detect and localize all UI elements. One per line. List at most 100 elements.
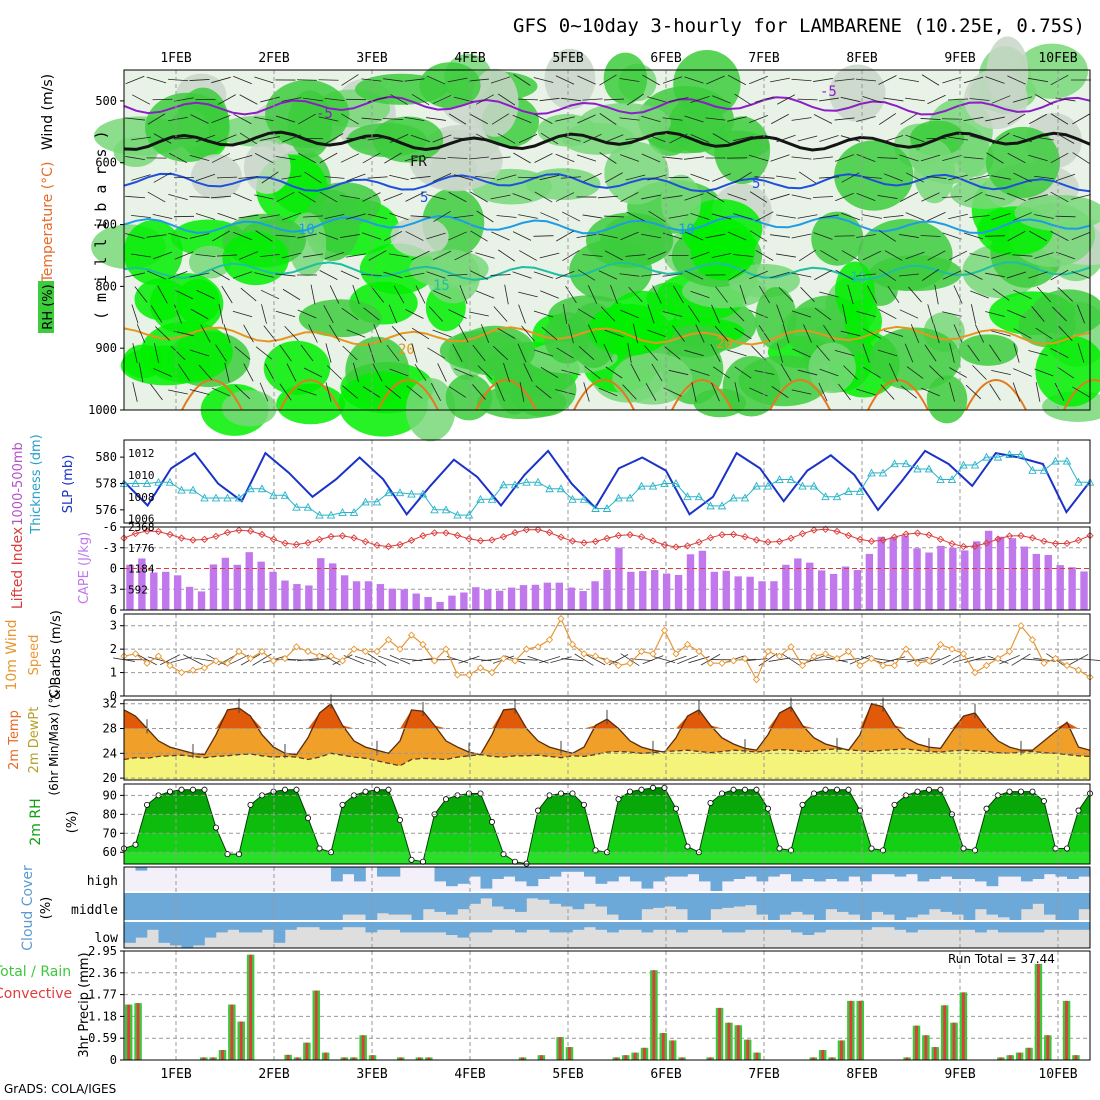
cape-axis-label: CAPE (J/kg) [77,532,92,604]
rh-contour [661,174,701,231]
wind-barb [432,94,452,105]
cloud-bar [1021,867,1033,882]
rh-marker [834,786,841,793]
wind-barb [518,133,538,144]
x-tick-label-bottom: 7FEB [748,1067,779,1082]
precip-convective-bar [1018,1052,1022,1060]
wind-speed-marker [223,659,232,667]
wind-barb [813,78,833,82]
precip-convective-bar [708,1057,712,1060]
wind-barb [856,116,876,122]
wind-barb [797,214,818,219]
cloud-bar [526,922,539,930]
cloud-bar [400,893,412,915]
wind-barb [813,232,833,240]
cape-bar [424,597,432,610]
wind-barb [986,152,1004,164]
cape-bar [877,536,885,610]
rh-marker [293,786,300,793]
rh-tick-label: 90 [103,788,117,802]
wind-barb [1035,327,1053,340]
cloud-bar [262,922,274,930]
wind-barb [814,307,832,321]
wind-barb [948,250,968,261]
wind-barb [453,174,474,181]
wind-barb [862,343,870,363]
precip-convective-bar [614,1057,618,1060]
cloud-bar [354,922,366,928]
cape-bar [460,592,468,610]
wind-barb [260,253,280,258]
wind-barb [1050,191,1069,203]
wind10-axis-label-3: & Barbs (m/s) [49,610,64,700]
li-marker [545,528,554,537]
wind-barb [198,364,213,381]
li-marker [833,527,841,536]
wind-barb [556,230,574,242]
wind-barb [275,155,296,161]
wind-barb [712,173,731,182]
wind-barb [189,272,210,278]
wind-barb [963,116,984,122]
wind-barb [216,254,238,257]
cloud-bar [940,922,953,930]
wind-barb [899,309,919,319]
wind-barb [749,115,768,123]
temperature-axis-label: Temperature (°C) [40,162,56,284]
wind-barb [620,231,639,241]
precip-convective-bar [624,1055,628,1060]
wind-barb [856,273,876,277]
wind-barb [260,96,280,103]
wind-speed-marker [821,650,830,658]
cloud-bar [1009,867,1022,877]
wind-barb [490,76,511,84]
precip-convective-bar [961,992,965,1060]
wind-speed-marker [212,657,220,665]
cloud-bar [204,922,217,938]
li-marker [154,527,163,536]
rh-marker [500,851,507,858]
wind-barb [856,153,876,163]
rh-frame [123,783,1091,865]
wind-barb [491,113,510,125]
wind-barb [475,290,495,299]
li-marker [430,529,439,537]
wind-speed-marker [143,659,151,667]
temp-tick-label: 20 [103,771,117,785]
wind-speed-marker [729,657,738,665]
cloud-bar [607,922,619,933]
wind-barb [517,98,539,101]
wind-barb [168,271,188,279]
wind-frame [123,613,1091,697]
cape-bar [126,564,134,610]
wind-speed-marker [557,615,565,623]
wind-barb [905,97,925,102]
wind-barb [668,369,689,376]
cloud-bar [676,922,688,933]
wind-barb [749,387,768,397]
wind-barb [644,345,658,361]
wind-barb [342,385,358,399]
pressure-tick-label: 1000 [88,403,117,417]
wind-barb [233,75,252,85]
precip-convective-bar [933,1047,937,1060]
cape-bar [233,564,241,610]
wind-speed-marker [269,657,278,665]
precip-convective-bar [371,1055,374,1060]
rh-marker [224,851,231,858]
rh-contour [1014,194,1100,232]
wind-barb [533,271,554,279]
li-marker [821,525,830,533]
wind-barb [684,193,704,201]
wind-barb [1072,386,1090,398]
wind-barb [477,365,493,380]
rh-marker [535,807,542,814]
wind-barb [304,171,322,184]
wind-barb [970,290,989,299]
wind-barb [648,210,666,223]
wind-barb [582,214,603,219]
wind-barb [791,78,812,82]
wind-barb [727,193,747,201]
cloud-bar [745,867,757,877]
wind-barb [388,304,398,324]
